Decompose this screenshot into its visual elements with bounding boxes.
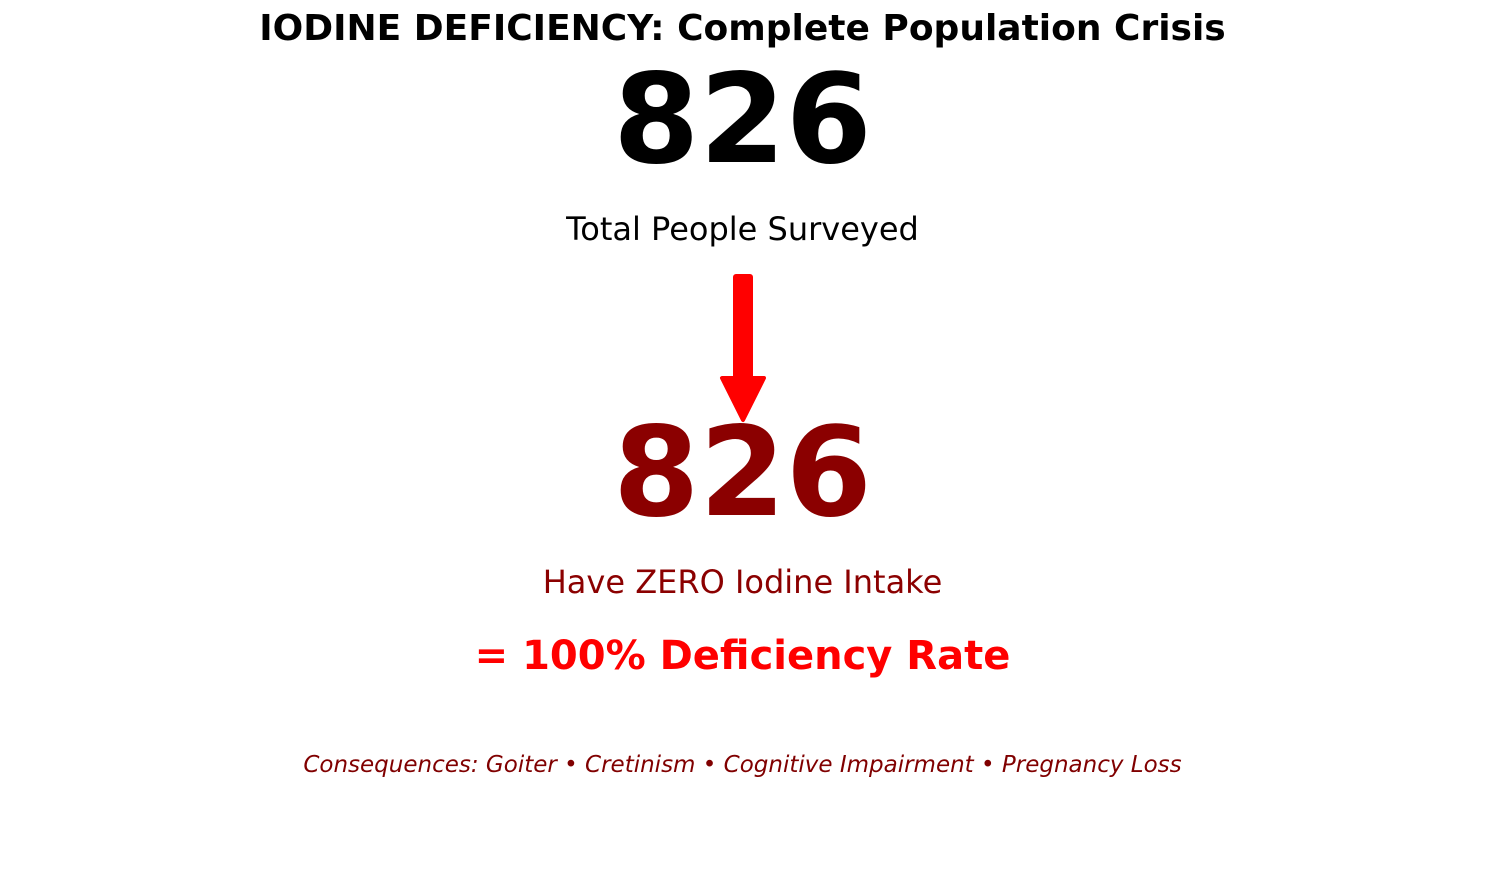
total-surveyed-label: Total People Surveyed [566, 210, 919, 248]
down-arrow-icon [720, 274, 766, 422]
page-title: IODINE DEFICIENCY: Complete Population C… [259, 8, 1226, 49]
deficiency-rate: = 100% Deficiency Rate [474, 633, 1011, 679]
zero-intake-number: 826 [613, 401, 872, 545]
zero-intake-label: Have ZERO Iodine Intake [542, 563, 943, 601]
consequences-text: Consequences: Goiter • Cretinism • Cogni… [303, 752, 1182, 778]
total-surveyed-number: 826 [613, 48, 872, 192]
